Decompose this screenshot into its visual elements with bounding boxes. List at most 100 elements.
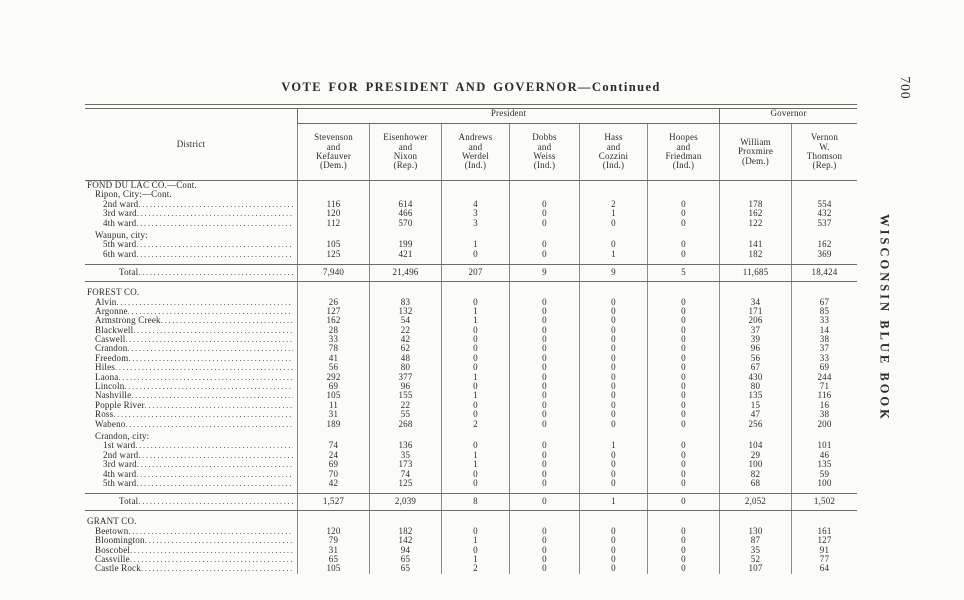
header-line: W.: [819, 141, 830, 152]
header-line: and: [468, 141, 483, 152]
value-cell: 0: [509, 469, 579, 479]
value-cell: 0: [441, 382, 509, 392]
value-cell: [441, 431, 509, 442]
header-line: Hoopes: [669, 132, 698, 143]
value-cell: 0: [579, 363, 647, 373]
value-cell: 0: [441, 410, 509, 420]
value-cell: 0: [579, 335, 647, 345]
value-cell: 0: [509, 410, 579, 420]
value-cell: 31: [297, 410, 369, 420]
value-cell: 0: [647, 545, 719, 555]
value-cell: [647, 190, 719, 200]
value-cell: 0: [579, 419, 647, 429]
value-cell: 0: [647, 335, 719, 345]
district-cell: Total: [85, 265, 297, 281]
table-row: 2nd ward243510002946: [85, 450, 857, 461]
dot-leader: [136, 240, 293, 249]
dot-leader: [133, 326, 293, 335]
spacer-cell: [579, 511, 647, 518]
value-cell: 125: [369, 478, 441, 489]
district-cell: FOREST CO.: [85, 288, 297, 297]
spacer-cell: [791, 488, 857, 494]
value-cell: 31: [297, 545, 369, 555]
dot-leader: [128, 354, 293, 363]
value-cell: 0: [647, 526, 719, 537]
value-cell: 0: [647, 363, 719, 373]
dot-leader: [137, 460, 293, 469]
spacer-cell: [85, 259, 297, 264]
value-cell: 9: [579, 265, 647, 282]
value-cell: 432: [791, 209, 857, 219]
subheading-row: Waupun, city:: [85, 230, 857, 241]
value-cell: 37: [791, 344, 857, 354]
value-cell: [579, 230, 647, 241]
district-cell: 4th ward: [85, 470, 297, 479]
district-cell: Total: [85, 494, 297, 510]
table-row: Castle Rock10565200010764: [85, 564, 857, 574]
value-cell: 29: [719, 450, 791, 461]
district-cell: Alvin: [85, 298, 297, 307]
value-cell: 0: [509, 353, 579, 364]
value-cell: 0: [579, 564, 647, 574]
value-cell: 80: [369, 363, 441, 373]
value-cell: 0: [647, 316, 719, 326]
district-label: Armstrong Creek: [95, 316, 161, 326]
value-cell: 0: [509, 494, 579, 511]
value-cell: [791, 230, 857, 241]
value-cell: [369, 181, 441, 191]
dot-leader: [127, 344, 293, 353]
value-cell: 0: [509, 526, 579, 537]
value-cell: 0: [509, 325, 579, 336]
header-line: Friedman: [665, 151, 702, 161]
district-cell: Freedom: [85, 354, 297, 363]
spacer-cell: [719, 488, 791, 494]
table-body: FOND DU LAC CO.—Cont. Ripon, City:—Cont. 2…: [85, 181, 857, 574]
dot-leader: [131, 391, 293, 400]
header-line: and: [537, 141, 552, 152]
value-cell: 0: [647, 400, 719, 411]
value-cell: 0: [509, 335, 579, 345]
value-cell: 0: [647, 199, 719, 210]
value-cell: 0: [647, 410, 719, 420]
spacer-cell: [579, 488, 647, 494]
district-cell: Cassville: [85, 555, 297, 564]
value-cell: 24: [297, 450, 369, 461]
header-line: Eisenhower: [383, 132, 428, 143]
district-cell: 4th ward: [85, 219, 297, 228]
value-cell: [791, 517, 857, 527]
value-cell: 1: [441, 554, 509, 565]
value-cell: 52: [719, 554, 791, 565]
table-row: Caswell334200003938: [85, 335, 857, 345]
dot-leader: [136, 479, 293, 488]
header-line: Andrews: [458, 132, 493, 143]
value-cell: 0: [579, 400, 647, 411]
value-cell: 48: [369, 353, 441, 364]
district-label: 3rd ward: [103, 209, 137, 219]
value-cell: 104: [719, 441, 791, 451]
column-header-candidate-3: Andrews and Werdel (Ind.): [441, 124, 509, 180]
value-cell: 0: [441, 400, 509, 411]
district-label: 2nd ward: [103, 450, 139, 460]
district-cell: 2nd ward: [85, 451, 297, 460]
value-cell: [369, 288, 441, 298]
dot-leader: [137, 209, 293, 218]
value-cell: 0: [579, 478, 647, 489]
value-cell: 7,940: [297, 265, 369, 282]
spacer-cell: [369, 282, 441, 289]
value-cell: 0: [509, 419, 579, 429]
value-cell: 0: [509, 450, 579, 461]
value-cell: 1,527: [297, 494, 369, 511]
spacer-cell: [509, 488, 579, 494]
value-cell: 135: [719, 391, 791, 401]
value-cell: 0: [647, 382, 719, 392]
value-cell: 292: [297, 372, 369, 383]
value-cell: 70: [297, 469, 369, 479]
value-cell: 0: [647, 441, 719, 451]
column-header-candidate-8: Vernon W. Thomson (Rep.): [791, 124, 857, 180]
page-number: 700: [898, 76, 913, 100]
value-cell: [297, 288, 369, 298]
spacer-cell: [509, 511, 579, 518]
header-line: Dobbs: [532, 132, 557, 143]
value-cell: 3: [441, 209, 509, 219]
value-cell: [509, 431, 579, 442]
